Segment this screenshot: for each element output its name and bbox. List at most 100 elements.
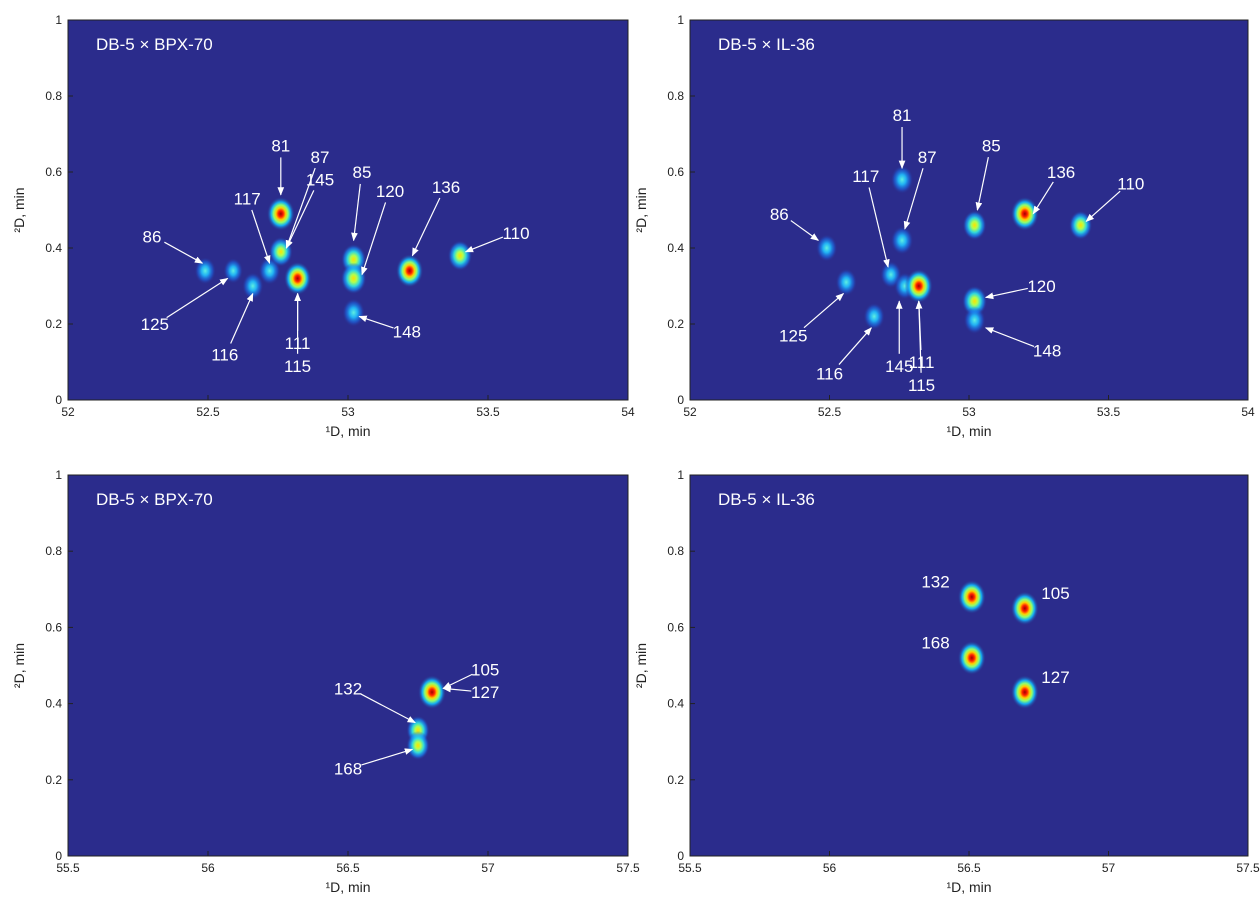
peak-label: 105 xyxy=(471,660,499,679)
peak-mark xyxy=(904,269,933,303)
annotation-arrow xyxy=(285,190,315,249)
peak-label: 148 xyxy=(1033,342,1061,361)
plot-background xyxy=(68,20,628,400)
peak-mark xyxy=(340,262,367,295)
x-tick-label: 55.5 xyxy=(678,861,702,875)
x-tick-label: 55.5 xyxy=(56,861,80,875)
panel-title: DB-5 × BPX-70 xyxy=(96,35,213,54)
peak-label: 87 xyxy=(311,148,330,167)
x-tick-label: 57 xyxy=(1102,861,1116,875)
y-tick-label: 0.6 xyxy=(45,165,62,179)
peak-label: 110 xyxy=(1117,174,1144,193)
y-tick-label: 0.4 xyxy=(45,697,62,711)
peak-mark xyxy=(223,258,243,284)
annotation-arrow xyxy=(975,157,989,211)
x-tick-label: 56.5 xyxy=(957,861,981,875)
peak-mark xyxy=(890,165,914,194)
y-tick-label: 0.4 xyxy=(667,241,684,255)
annotation-arrow xyxy=(984,327,1035,347)
peak-mark xyxy=(447,240,473,271)
peak-mark xyxy=(418,675,446,710)
peak-label: 132 xyxy=(921,573,949,592)
x-tick-label: 56.5 xyxy=(336,861,360,875)
y-tick-label: 1 xyxy=(677,468,684,482)
peak-label: 111 xyxy=(909,353,935,372)
peak-mark xyxy=(816,234,838,262)
peak-mark xyxy=(957,640,986,675)
annotation-arrow xyxy=(1032,181,1054,215)
y-tick-label: 0.2 xyxy=(667,317,684,331)
x-tick-label: 52.5 xyxy=(196,405,220,419)
peak-label: 117 xyxy=(852,167,879,186)
y-tick-label: 0 xyxy=(677,849,684,863)
x-axis-label: ¹D, min xyxy=(946,423,991,439)
y-tick-label: 0 xyxy=(677,393,684,407)
annotation-arrow xyxy=(464,236,504,253)
annotation-arrow xyxy=(984,287,1028,300)
peak-label: 116 xyxy=(211,345,238,364)
y-tick-label: 0 xyxy=(55,393,62,407)
x-tick-label: 57.5 xyxy=(1236,861,1260,875)
y-tick-label: 1 xyxy=(55,468,62,482)
peak-label: 117 xyxy=(234,190,261,209)
peak-label: 168 xyxy=(334,759,362,778)
peak-label: 127 xyxy=(1041,668,1069,687)
annotation-arrow xyxy=(230,292,254,344)
x-axis-label: ¹D, min xyxy=(946,879,991,895)
peak-label: 85 xyxy=(353,163,372,182)
peak-label: 85 xyxy=(982,136,1001,155)
peak-mark xyxy=(962,210,987,241)
peak-mark xyxy=(283,261,312,296)
y-tick-label: 1 xyxy=(677,13,684,27)
annotation-arrow xyxy=(838,327,872,365)
panel-4: 132 105 168 127 DB-5 × IL-36 55.5 56 56.5 57 57.5… xyxy=(633,468,1260,895)
x-tick-label: 53.5 xyxy=(476,405,500,419)
plot-background xyxy=(68,475,628,856)
x-tick-label: 53.5 xyxy=(1097,405,1121,419)
peak-mark xyxy=(835,268,857,296)
peak-label: 81 xyxy=(271,136,290,155)
annotation-arrow xyxy=(790,220,820,241)
panel-3: 105 127 132 168 DB-5 × BPX-70 55.5 56 56.5 57 57.… xyxy=(11,468,640,895)
annotation-arrow xyxy=(351,183,361,242)
y-axis-label: ²D, min xyxy=(633,187,649,232)
y-tick-label: 0.2 xyxy=(667,773,684,787)
annotation-arrow xyxy=(285,167,316,249)
peaks xyxy=(957,579,1039,710)
x-tick-label: 56 xyxy=(823,861,837,875)
peak-mark xyxy=(863,302,885,331)
peak-label: 136 xyxy=(1047,163,1075,182)
peak-label: 116 xyxy=(816,364,843,383)
panel-title: DB-5 × IL-36 xyxy=(718,490,815,509)
peak-mark xyxy=(1010,675,1039,710)
annotation-arrow xyxy=(164,241,204,264)
peak-mark xyxy=(890,226,914,255)
annotation-arrow xyxy=(361,748,414,766)
y-tick-label: 0 xyxy=(55,849,62,863)
peak-label: 148 xyxy=(393,323,421,342)
annotation-arrow xyxy=(915,300,923,373)
peak-label: 125 xyxy=(141,315,169,334)
annotation-arrow xyxy=(868,187,890,268)
peak-label: 115 xyxy=(908,376,935,395)
peak-label: 127 xyxy=(471,683,499,702)
y-axis-label: ²D, min xyxy=(11,643,27,688)
x-axis-label: ¹D, min xyxy=(325,879,370,895)
peak-mark xyxy=(1010,591,1039,626)
peak-mark xyxy=(1010,196,1039,231)
plot-background xyxy=(690,20,1248,400)
x-tick-label: 52 xyxy=(61,405,75,419)
peak-label: 87 xyxy=(918,148,937,167)
y-tick-label: 1 xyxy=(55,13,62,27)
annotation-arrow xyxy=(411,197,441,257)
peak-label: 81 xyxy=(893,106,912,125)
peak-mark xyxy=(957,579,986,614)
x-tick-label: 54 xyxy=(621,405,635,419)
peak-label: 136 xyxy=(432,178,460,197)
peak-label: 110 xyxy=(502,224,529,243)
annotation-arrow xyxy=(803,293,845,329)
y-axis-label: ²D, min xyxy=(11,187,27,232)
x-axis-label: ¹D, min xyxy=(325,423,370,439)
